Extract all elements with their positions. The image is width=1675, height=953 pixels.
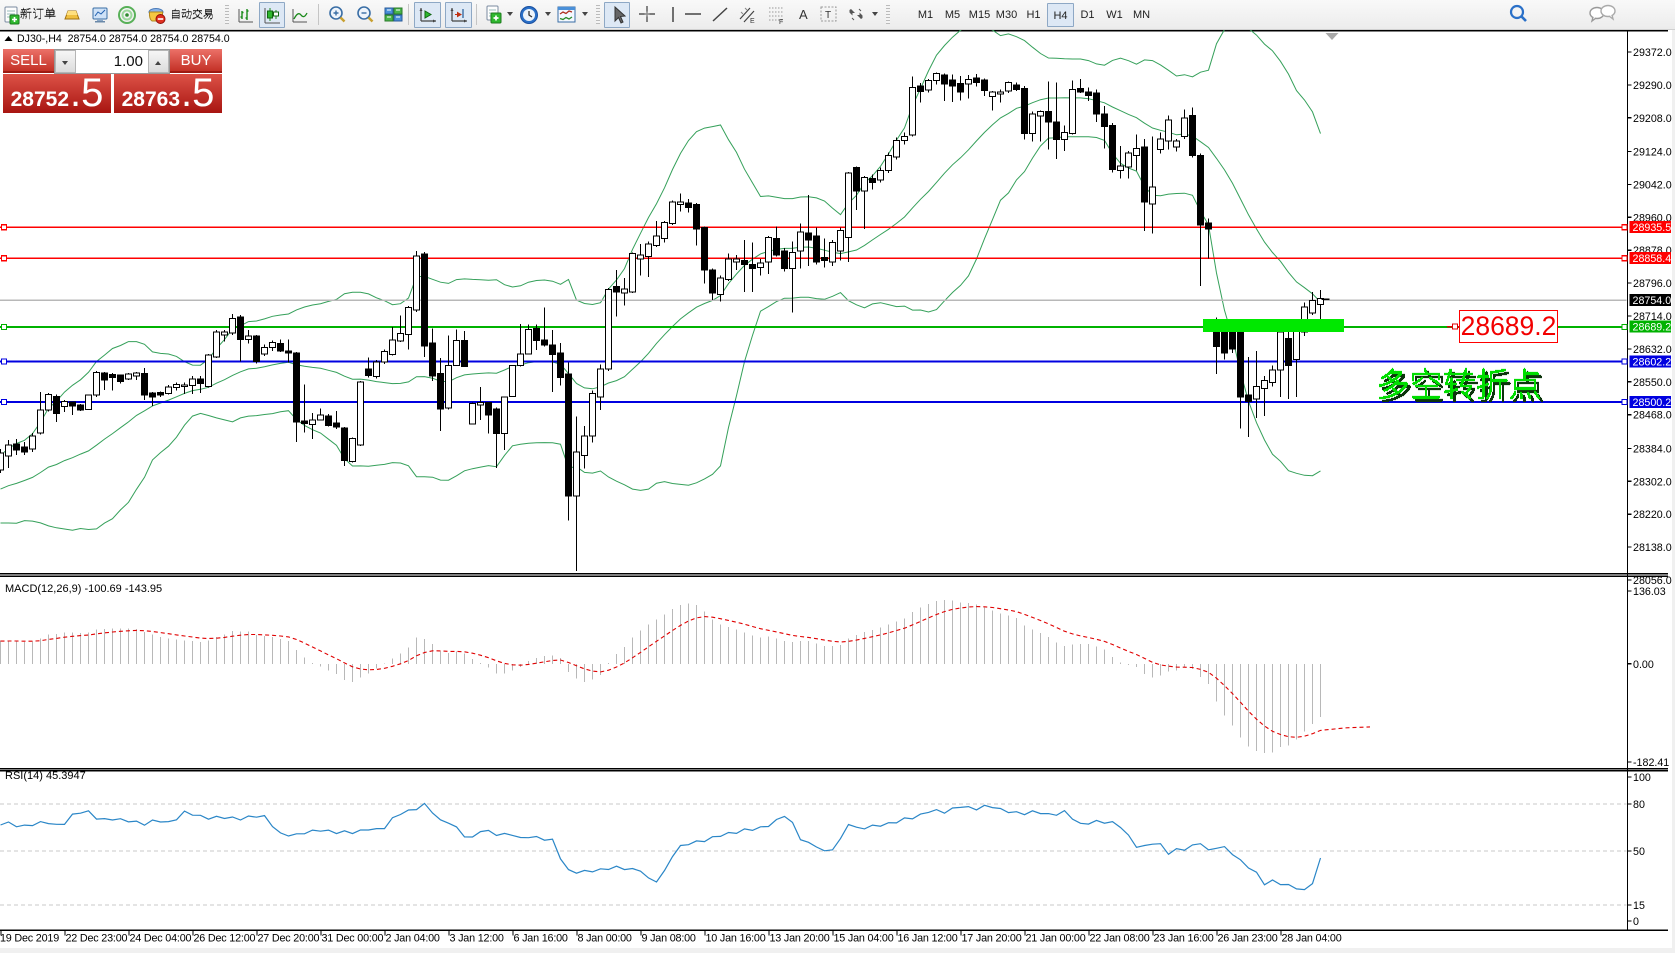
svg-text:27 Dec 20:00: 27 Dec 20:00 bbox=[258, 933, 320, 945]
svg-text:28602.2: 28602.2 bbox=[1633, 357, 1672, 369]
svg-text:22 Dec 23:00: 22 Dec 23:00 bbox=[66, 933, 128, 945]
svg-text:13 Jan 20:00: 13 Jan 20:00 bbox=[770, 933, 830, 945]
svg-text:22 Jan 08:00: 22 Jan 08:00 bbox=[1090, 933, 1150, 945]
svg-text:E: E bbox=[750, 18, 755, 25]
svg-text:29372.0: 29372.0 bbox=[1633, 47, 1672, 59]
svg-text:28754.0: 28754.0 bbox=[1633, 295, 1672, 307]
svg-text:29042.0: 29042.0 bbox=[1633, 179, 1672, 191]
svg-text:29290.0: 29290.0 bbox=[1633, 80, 1672, 92]
svg-text:9 Jan 08:00: 9 Jan 08:00 bbox=[642, 933, 696, 945]
svg-text:80: 80 bbox=[1633, 799, 1645, 811]
svg-text:29124.0: 29124.0 bbox=[1633, 147, 1672, 159]
svg-text:26 Jan 23:00: 26 Jan 23:00 bbox=[1218, 933, 1278, 945]
svg-text:19 Dec 2019: 19 Dec 2019 bbox=[0, 933, 59, 945]
svg-text:17 Jan 20:00: 17 Jan 20:00 bbox=[962, 933, 1022, 945]
svg-text:6 Jan 16:00: 6 Jan 16:00 bbox=[514, 933, 568, 945]
svg-text:T: T bbox=[825, 10, 831, 21]
svg-text:8 Jan 00:00: 8 Jan 00:00 bbox=[578, 933, 632, 945]
svg-text:23 Jan 16:00: 23 Jan 16:00 bbox=[1154, 933, 1214, 945]
svg-text:28468.0: 28468.0 bbox=[1633, 410, 1672, 422]
svg-text:3 Jan 12:00: 3 Jan 12:00 bbox=[450, 933, 504, 945]
svg-text:28500.2: 28500.2 bbox=[1633, 397, 1672, 409]
svg-text:MACD(12,26,9) -100.69 -143.95: MACD(12,26,9) -100.69 -143.95 bbox=[5, 583, 162, 595]
svg-text:28550.0: 28550.0 bbox=[1633, 377, 1672, 389]
svg-text:28138.0: 28138.0 bbox=[1633, 542, 1672, 554]
svg-text:28858.4: 28858.4 bbox=[1633, 253, 1672, 265]
svg-text:0.00: 0.00 bbox=[1633, 659, 1654, 671]
svg-text:16 Jan 12:00: 16 Jan 12:00 bbox=[898, 933, 958, 945]
svg-text:28220.0: 28220.0 bbox=[1633, 509, 1672, 521]
svg-text:28384.0: 28384.0 bbox=[1633, 443, 1672, 455]
svg-text:50: 50 bbox=[1633, 846, 1645, 858]
svg-text:28632.0: 28632.0 bbox=[1633, 344, 1672, 356]
svg-text:15: 15 bbox=[1633, 900, 1645, 912]
svg-text:28302.0: 28302.0 bbox=[1633, 476, 1672, 488]
svg-text:28 Jan 04:00: 28 Jan 04:00 bbox=[1282, 933, 1342, 945]
svg-text:RSI(14) 45.3947: RSI(14) 45.3947 bbox=[5, 770, 86, 782]
svg-text:28689.2: 28689.2 bbox=[1633, 321, 1672, 333]
svg-text:100: 100 bbox=[1633, 772, 1651, 784]
svg-text:28796.0: 28796.0 bbox=[1633, 278, 1672, 290]
svg-text:31 Dec 00:00: 31 Dec 00:00 bbox=[322, 933, 384, 945]
svg-text:136.03: 136.03 bbox=[1633, 586, 1666, 598]
svg-text:29208.0: 29208.0 bbox=[1633, 113, 1672, 125]
svg-text:28056.0: 28056.0 bbox=[1633, 575, 1672, 587]
svg-text:0: 0 bbox=[1633, 916, 1639, 928]
svg-text:DJ30-,H4 28754.0 28754.0 2875: DJ30-,H4 28754.0 28754.0 28754.0 28754.0 bbox=[17, 33, 230, 45]
svg-text:-182.41: -182.41 bbox=[1633, 757, 1669, 769]
svg-text:28714.0: 28714.0 bbox=[1633, 311, 1672, 323]
svg-text:15 Jan 04:00: 15 Jan 04:00 bbox=[834, 933, 894, 945]
svg-text:10 Jan 16:00: 10 Jan 16:00 bbox=[706, 933, 766, 945]
svg-text:24 Dec 04:00: 24 Dec 04:00 bbox=[130, 933, 192, 945]
svg-text:28935.5: 28935.5 bbox=[1633, 222, 1672, 234]
svg-text:F: F bbox=[779, 19, 783, 26]
svg-text:21 Jan 00:00: 21 Jan 00:00 bbox=[1026, 933, 1086, 945]
svg-text:2 Jan 04:00: 2 Jan 04:00 bbox=[386, 933, 440, 945]
svg-text:26 Dec 12:00: 26 Dec 12:00 bbox=[194, 933, 256, 945]
